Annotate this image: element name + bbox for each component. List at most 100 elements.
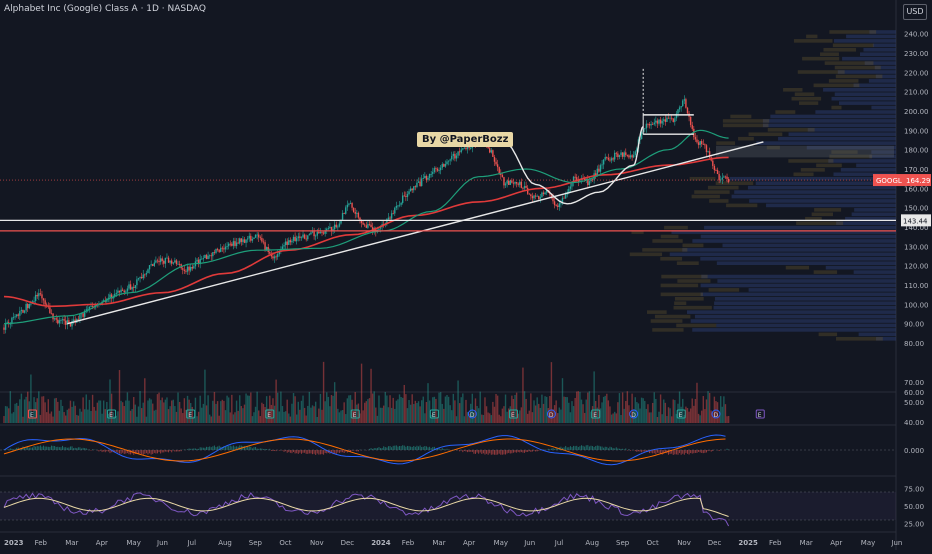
volume-profile-bar [682, 248, 896, 252]
macd-histogram-bar [59, 447, 60, 450]
volume-bar [644, 401, 645, 423]
macd-histogram-bar [413, 446, 414, 450]
candle-body [353, 208, 354, 212]
candle-body [209, 255, 210, 256]
volume-bar [44, 402, 45, 423]
volume-bar [332, 396, 333, 423]
volume-bar [487, 413, 488, 423]
volume-bar [396, 401, 397, 423]
candle-body [524, 186, 525, 188]
candle-body [669, 118, 670, 119]
cup-arc [504, 127, 643, 204]
candle-body [712, 161, 713, 166]
volume-bar [397, 399, 398, 423]
macd-histogram-bar [513, 450, 514, 453]
volume-bar [410, 405, 411, 423]
macd-histogram-bar [41, 447, 42, 450]
volume-bar [419, 406, 420, 423]
macd-histogram-bar [121, 450, 122, 454]
candle-body [3, 328, 4, 330]
candle-body [443, 164, 444, 167]
candle-body [323, 232, 324, 233]
currency-button[interactable]: USD [903, 4, 927, 20]
volume-bar [546, 397, 547, 423]
volume-bar [383, 406, 384, 423]
macd-histogram-bar [595, 446, 596, 450]
candle-body [434, 168, 435, 172]
volume-bar [400, 397, 401, 423]
volume-bar [706, 399, 707, 423]
volume-bar [226, 396, 227, 423]
volume-bar [204, 370, 205, 423]
candle-body [154, 263, 155, 266]
candle-body [529, 194, 530, 195]
volume-profile-bar-overlay [836, 337, 883, 341]
candle-body [315, 236, 316, 237]
volume-bar [443, 409, 444, 423]
volume-bar [446, 395, 447, 423]
candle-body [228, 244, 229, 247]
volume-profile-bar-overlay [835, 66, 881, 70]
volume-bar [726, 416, 727, 423]
volume-profile-bar [869, 79, 896, 83]
candle-body [109, 294, 110, 297]
candle-body [502, 175, 503, 177]
volume-bar [639, 409, 640, 423]
macd-histogram-bar [306, 450, 307, 454]
volume-profile-bar-overlay [692, 195, 720, 199]
macd-histogram-bar [157, 450, 158, 453]
macd-histogram-bar [391, 447, 392, 450]
candle-body [555, 205, 556, 206]
macd-histogram-bar [290, 450, 291, 453]
macd-histogram-bar [576, 446, 577, 450]
macd-histogram-bar [677, 450, 678, 455]
candle-body [600, 165, 601, 172]
volume-bar [68, 409, 69, 423]
candle-body [241, 238, 242, 242]
candle-body [218, 250, 219, 252]
macd-histogram-bar [160, 450, 161, 453]
candle-body [597, 169, 598, 176]
volume-profile-bar-overlay [723, 119, 769, 123]
volume-bar [404, 385, 405, 423]
volume-bar [367, 399, 368, 423]
candle-body [182, 268, 183, 270]
candle-body [62, 319, 63, 320]
volume-bar [231, 395, 232, 423]
macd-histogram-bar [467, 450, 468, 452]
macd-histogram-bar [674, 450, 675, 454]
volume-profile-bar-overlay [802, 57, 839, 61]
volume-bar [415, 401, 416, 423]
candle-body [624, 152, 625, 156]
candle-body [633, 155, 634, 157]
volume-bar [408, 400, 409, 423]
volume-profile-bar-overlay [630, 253, 662, 257]
volume-bar [310, 408, 311, 423]
volume-bar [369, 398, 370, 423]
macd-histogram-bar [78, 447, 79, 450]
volume-bar [309, 392, 310, 423]
macd-histogram-bar [323, 450, 324, 455]
candle-body [30, 304, 31, 305]
marker-letter: D [549, 412, 554, 419]
candle-body [535, 195, 536, 196]
volume-bar [222, 400, 223, 423]
candle-body [410, 189, 411, 192]
volume-profile-bar [860, 52, 896, 56]
macd-histogram-bar [592, 446, 593, 450]
candle-body [233, 241, 234, 246]
candle-body [125, 292, 126, 293]
volume-bar [611, 415, 612, 423]
volume-bar [152, 404, 153, 423]
candle-body [258, 235, 259, 238]
volume-bar [402, 398, 403, 423]
volume-profile-bar [835, 92, 896, 96]
volume-bar [318, 409, 319, 423]
volume-profile-bar-overlay [820, 52, 839, 56]
volume-bar [502, 409, 503, 423]
volume-profile-bar [748, 186, 896, 190]
volume-profile-bar-overlay [792, 97, 822, 101]
rsi-band-fill [0, 492, 896, 520]
